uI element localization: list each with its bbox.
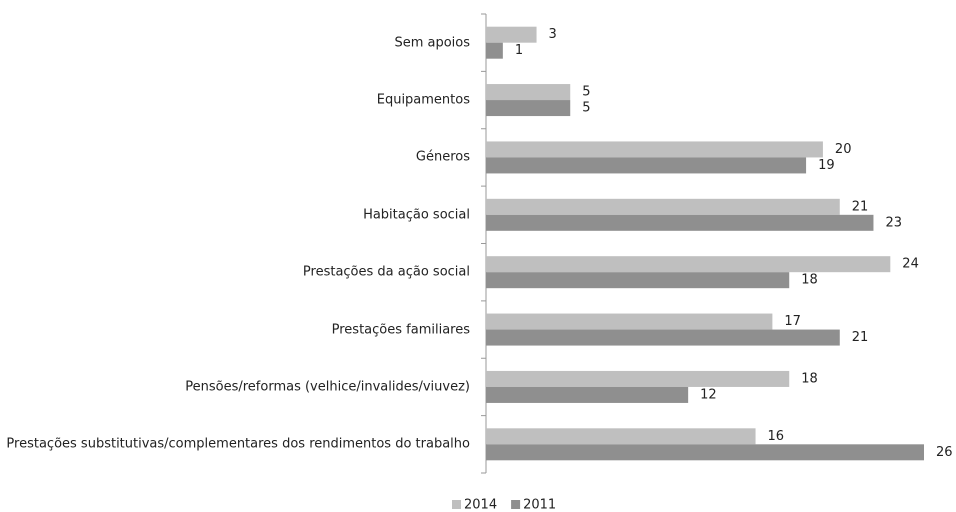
bar bbox=[486, 157, 807, 174]
value-label: 21 bbox=[852, 330, 869, 345]
category-label: Prestações familiares bbox=[0, 321, 470, 338]
value-label: 17 bbox=[784, 314, 801, 329]
category-text: Equipamentos bbox=[376, 92, 470, 108]
bar bbox=[486, 198, 840, 215]
category-label: Géneros bbox=[0, 149, 470, 166]
value-label: 16 bbox=[768, 429, 785, 444]
category-text: Prestações substitutivas/complementares … bbox=[6, 436, 470, 452]
value-label: 18 bbox=[801, 371, 818, 386]
value-label: 12 bbox=[700, 387, 717, 402]
bar bbox=[486, 141, 823, 158]
value-label: 18 bbox=[801, 273, 818, 288]
bar bbox=[486, 84, 571, 101]
legend-label: 2011 bbox=[523, 498, 556, 512]
bar bbox=[486, 272, 790, 289]
value-label: 26 bbox=[936, 445, 953, 460]
category-text: Pensões/reformas (velhice/invalides/viuv… bbox=[185, 379, 470, 395]
bar bbox=[486, 214, 874, 231]
bar bbox=[486, 370, 790, 387]
value-label: 19 bbox=[818, 158, 835, 173]
category-text: Prestações da ação social bbox=[302, 264, 470, 280]
bar bbox=[486, 313, 773, 330]
legend-label: 2014 bbox=[464, 498, 497, 512]
category-label: Sem apoios bbox=[0, 34, 470, 51]
value-label: 1 bbox=[515, 43, 523, 58]
bar bbox=[486, 42, 503, 59]
category-label: Habitação social bbox=[0, 206, 470, 223]
category-label: Pensões/reformas (velhice/invalides/viuv… bbox=[0, 378, 470, 395]
legend-swatch bbox=[511, 500, 521, 509]
bar bbox=[486, 428, 756, 445]
category-text: Géneros bbox=[415, 149, 470, 165]
value-label: 3 bbox=[549, 27, 557, 42]
legend-swatch bbox=[452, 500, 461, 509]
category-label: Prestações da ação social bbox=[0, 264, 470, 281]
value-label: 21 bbox=[852, 199, 869, 214]
bar bbox=[486, 444, 924, 461]
category-text: Prestações familiares bbox=[331, 322, 470, 338]
category-text: Habitação social bbox=[363, 207, 470, 223]
value-label: 24 bbox=[902, 257, 919, 272]
category-label: Equipamentos bbox=[0, 92, 470, 109]
bar bbox=[486, 386, 689, 403]
category-label: Prestações substitutivas/complementares … bbox=[0, 436, 470, 453]
value-label: 23 bbox=[885, 215, 902, 230]
value-label: 5 bbox=[582, 101, 590, 116]
bar bbox=[486, 26, 537, 43]
bar bbox=[486, 100, 571, 117]
bar bbox=[486, 329, 840, 346]
value-label: 5 bbox=[582, 85, 590, 100]
bar bbox=[486, 256, 891, 273]
category-text: Sem apoios bbox=[394, 35, 470, 51]
value-label: 20 bbox=[835, 142, 852, 157]
